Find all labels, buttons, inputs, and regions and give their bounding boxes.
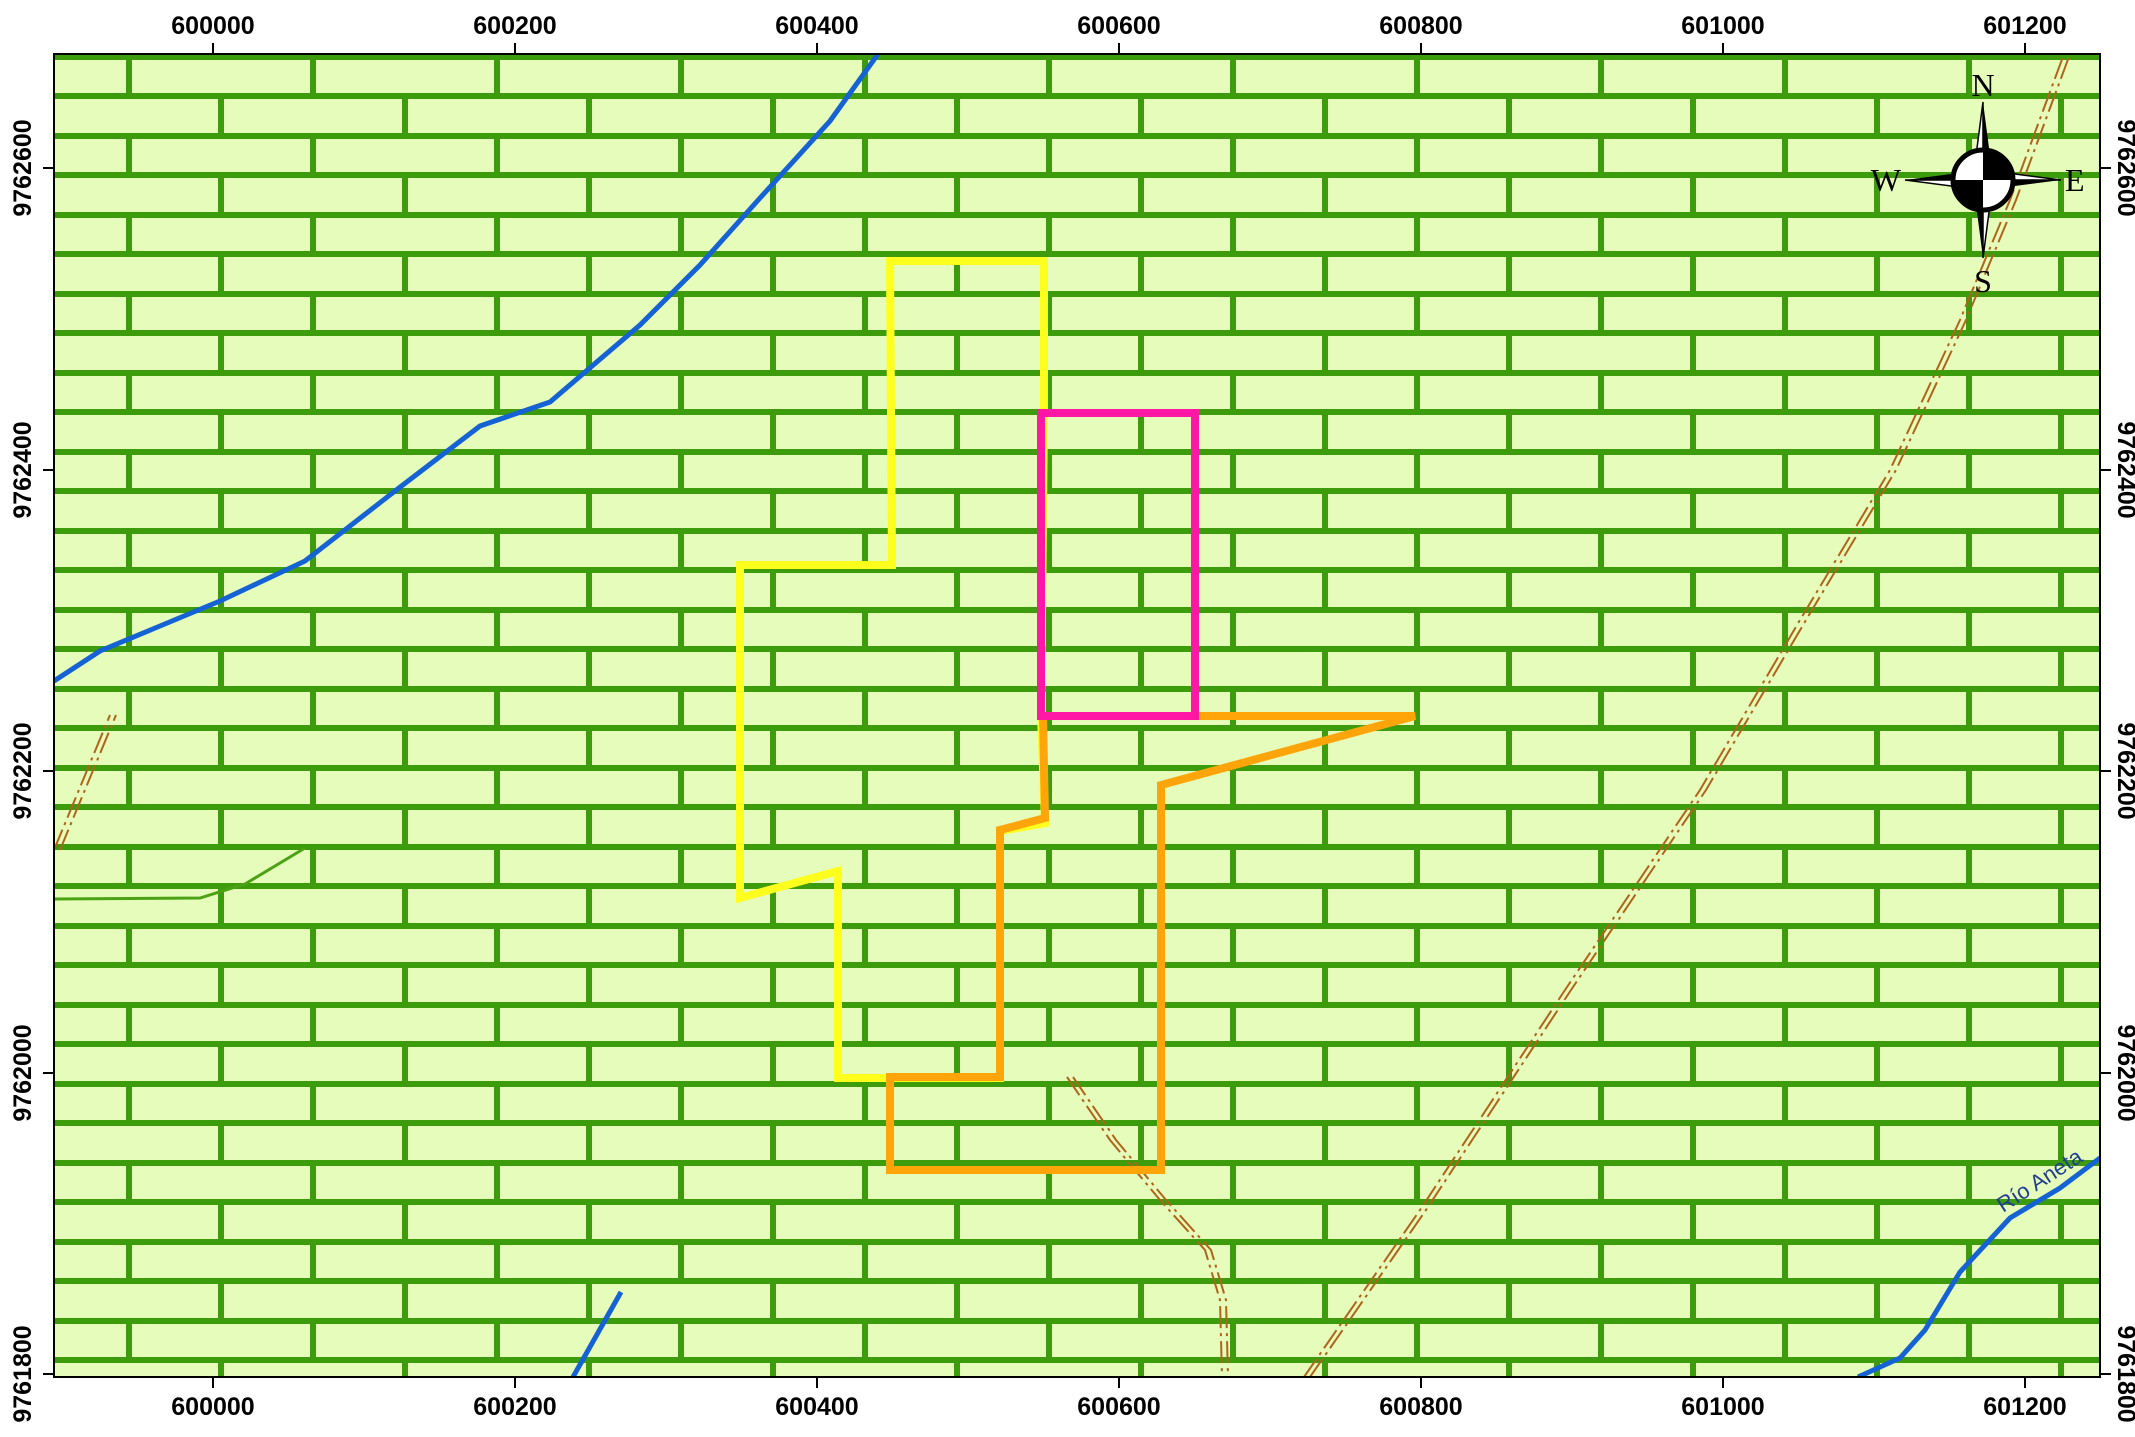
- compass-east-label: E: [2065, 162, 2085, 198]
- x-tick-label-bottom: 600400: [775, 1393, 858, 1421]
- compass-west-label: W: [1871, 162, 1902, 198]
- y-tick-label-right: 9761800: [2112, 1325, 2135, 1422]
- x-tick-label-bottom: 600800: [1379, 1393, 1462, 1421]
- green-line: [54, 846, 306, 901]
- trail-center: [1066, 1076, 1229, 1377]
- compass-south-label: S: [1974, 263, 1992, 299]
- y-axis-right: 9762600 9762400 9762200 9762000 9761800: [2112, 119, 2135, 1422]
- trail-west: [54, 714, 117, 851]
- river-line-northwest: [54, 54, 881, 684]
- river-line-aneta: [1856, 1156, 2100, 1377]
- compass-north-label: N: [1971, 67, 1994, 103]
- x-tick-label-bottom: 601000: [1681, 1393, 1764, 1421]
- y-tick-label-left: 9762200: [9, 722, 37, 819]
- x-tick-label-bottom: 600600: [1077, 1393, 1160, 1421]
- y-tick-label-left: 9761800: [9, 1325, 37, 1422]
- x-tick-label-top: 600600: [1077, 12, 1160, 40]
- y-tick-label-left: 9762600: [9, 119, 37, 216]
- tick-marks: [43, 43, 2111, 1388]
- y-tick-label-right: 9762200: [2112, 722, 2135, 819]
- x-tick-label-bottom: 600200: [473, 1393, 556, 1421]
- y-axis-left: 9762600 9762400 9762200 9762000 9761800: [9, 119, 37, 1422]
- x-tick-label-top: 601000: [1681, 12, 1764, 40]
- river-line-south: [570, 1290, 624, 1377]
- x-tick-label-top: 601200: [1983, 12, 2066, 40]
- x-axis-top: 600000 600200 600400 600600 600800 60100…: [171, 12, 2066, 40]
- y-tick-label-left: 9762000: [9, 1024, 37, 1121]
- x-tick-label-bottom: 600000: [171, 1393, 254, 1421]
- x-tick-label-top: 600000: [171, 12, 254, 40]
- x-tick-label-bottom: 601200: [1983, 1393, 2066, 1421]
- trail-east: [1303, 54, 2071, 1377]
- x-tick-label-top: 600200: [473, 12, 556, 40]
- x-tick-label-top: 600800: [1379, 12, 1462, 40]
- y-tick-label-right: 9762400: [2112, 421, 2135, 518]
- y-tick-label-left: 9762400: [9, 421, 37, 518]
- map-border: [53, 53, 2101, 1378]
- y-tick-label-right: 9762000: [2112, 1024, 2135, 1121]
- x-axis-bottom: 600000 600200 600400 600600 600800 60100…: [171, 1393, 2066, 1421]
- orange-polygon: [886, 712, 1417, 1174]
- y-tick-label-right: 9762600: [2112, 119, 2135, 216]
- magenta-polygon: [1037, 409, 1199, 720]
- x-tick-label-top: 600400: [775, 12, 858, 40]
- north-arrow: N S E W: [1871, 67, 2085, 299]
